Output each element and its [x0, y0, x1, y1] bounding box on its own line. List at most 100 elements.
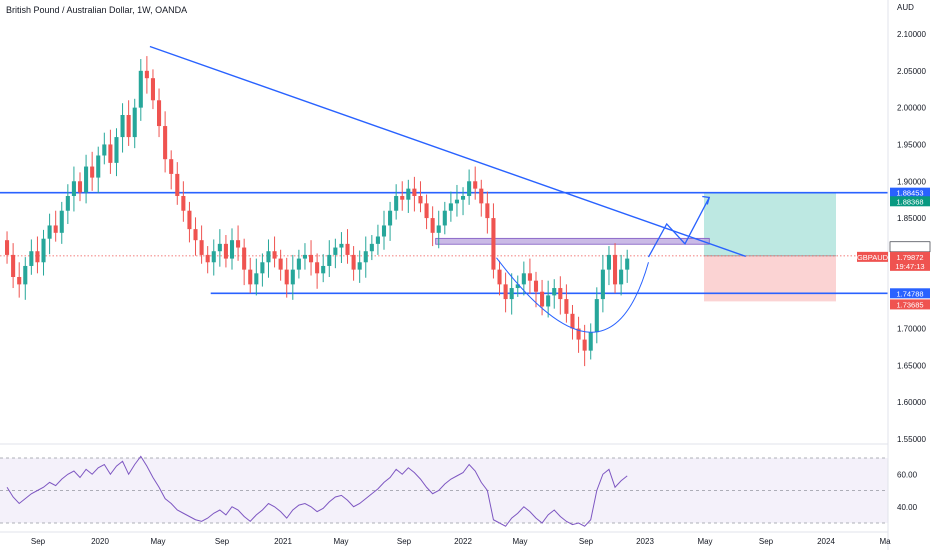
- candle-body: [41, 238, 46, 263]
- candle-body: [375, 236, 380, 244]
- candle-body: [558, 288, 563, 300]
- candle-body: [339, 243, 344, 248]
- candle-body: [454, 199, 459, 204]
- candle-body: [394, 196, 399, 211]
- candle-body: [625, 258, 630, 270]
- candle-body: [260, 262, 265, 274]
- price-axis-tick: 1.55000: [897, 435, 926, 444]
- candle-body: [424, 203, 429, 219]
- candle-body: [491, 218, 496, 270]
- candle-body: [321, 265, 326, 274]
- candle-body: [278, 258, 283, 270]
- candle-body: [108, 144, 113, 163]
- price-axis[interactable]: 2.10000 2.05000 2.00000 1.95000 1.90000 1.850…: [897, 30, 926, 444]
- candle-body: [23, 265, 28, 285]
- candle-body: [144, 70, 149, 79]
- candle-body: [120, 115, 125, 138]
- stop-zone: [704, 255, 836, 302]
- time-axis-label: Sep: [397, 537, 412, 546]
- candle-body: [467, 181, 472, 196]
- price-axis-tick: 2.10000: [897, 30, 926, 39]
- candle-body: [594, 299, 599, 333]
- candle-body: [485, 203, 490, 219]
- candle-body: [290, 269, 295, 285]
- candlestick-series: [5, 56, 630, 367]
- candle-body: [351, 254, 356, 270]
- candle-body: [248, 269, 253, 285]
- candle-body: [430, 218, 435, 233]
- candle-body: [442, 210, 447, 226]
- projection-path: [647, 197, 710, 258]
- price-axis-tick: 1.65000: [897, 361, 926, 370]
- candle-body: [254, 273, 259, 285]
- candle-body: [132, 107, 137, 138]
- candle-body: [345, 243, 350, 255]
- horizontal-levels: [0, 191, 888, 295]
- candle-body: [582, 339, 587, 351]
- candle-body: [479, 188, 484, 204]
- price-tag-label: 1.73685: [896, 300, 923, 309]
- candle-body: [509, 288, 514, 300]
- candle-body: [521, 273, 526, 285]
- candle-body: [619, 269, 624, 285]
- rsi-line: [6, 455, 628, 527]
- time-axis[interactable]: Sep 2020 May Sep 2021 May Sep 2022 May Sep 2023 May…: [31, 537, 891, 546]
- candle-body: [266, 251, 271, 263]
- currency-label: AUD: [897, 3, 914, 12]
- time-axis-label: May: [512, 537, 527, 546]
- candle-body: [71, 181, 76, 196]
- candle-body: [187, 210, 192, 230]
- candle-body: [363, 251, 368, 263]
- candle-body: [59, 210, 64, 233]
- candle-body: [5, 240, 10, 255]
- candle-body: [84, 166, 89, 193]
- candle-body: [461, 196, 466, 200]
- candle-body: [199, 240, 204, 255]
- time-axis-label: 2022: [454, 537, 472, 546]
- candle-body: [181, 196, 186, 211]
- projection-arrowhead: [702, 195, 711, 205]
- candle-body: [29, 251, 34, 266]
- candle-body: [503, 284, 508, 300]
- candle-body: [315, 262, 320, 274]
- candle-body: [65, 196, 70, 211]
- candle-body: [302, 254, 307, 259]
- candle-body: [436, 225, 441, 233]
- candle-body: [540, 291, 545, 307]
- candle-body: [576, 328, 581, 340]
- supply-zone: [435, 237, 710, 245]
- price-axis-tick: 1.60000: [897, 398, 926, 407]
- time-axis-label: Sep: [759, 537, 774, 546]
- time-axis-label: 2023: [636, 537, 654, 546]
- candle-body: [114, 137, 119, 163]
- time-axis-label: Ma: [879, 537, 891, 546]
- candle-body: [284, 269, 289, 285]
- price-tag: [890, 299, 930, 310]
- price-tag-label: 1.79872: [896, 253, 923, 262]
- price-tag-label: 1.88453: [896, 189, 923, 198]
- candle-body: [169, 159, 174, 174]
- candle-body: [229, 240, 235, 259]
- candle-body: [600, 269, 605, 300]
- candle-body: [388, 210, 393, 226]
- chart-drawings: [149, 45, 746, 333]
- time-axis-label: May: [150, 537, 165, 546]
- candle-body: [35, 251, 40, 263]
- price-tag: [890, 251, 930, 271]
- rsi-axis[interactable]: 60.00 40.00: [897, 470, 918, 512]
- candle-body: [613, 254, 618, 285]
- price-tag: [890, 187, 930, 198]
- candle-body: [406, 188, 411, 200]
- candle-body: [211, 251, 216, 263]
- price-tag-label: 1.74788: [896, 289, 923, 298]
- candle-body: [223, 243, 228, 259]
- price-tag-countdown: 19:47:13: [895, 262, 924, 271]
- symbol-tag-label: GBPAUD: [857, 253, 889, 262]
- time-axis-label: May: [697, 537, 712, 546]
- price-axis-tick: 1.85000: [897, 214, 926, 223]
- candle-body: [606, 254, 611, 270]
- candle-body: [333, 247, 338, 255]
- price-axis-tick: 1.70000: [897, 325, 926, 334]
- candle-body: [412, 188, 417, 196]
- position-zones: [435, 192, 836, 302]
